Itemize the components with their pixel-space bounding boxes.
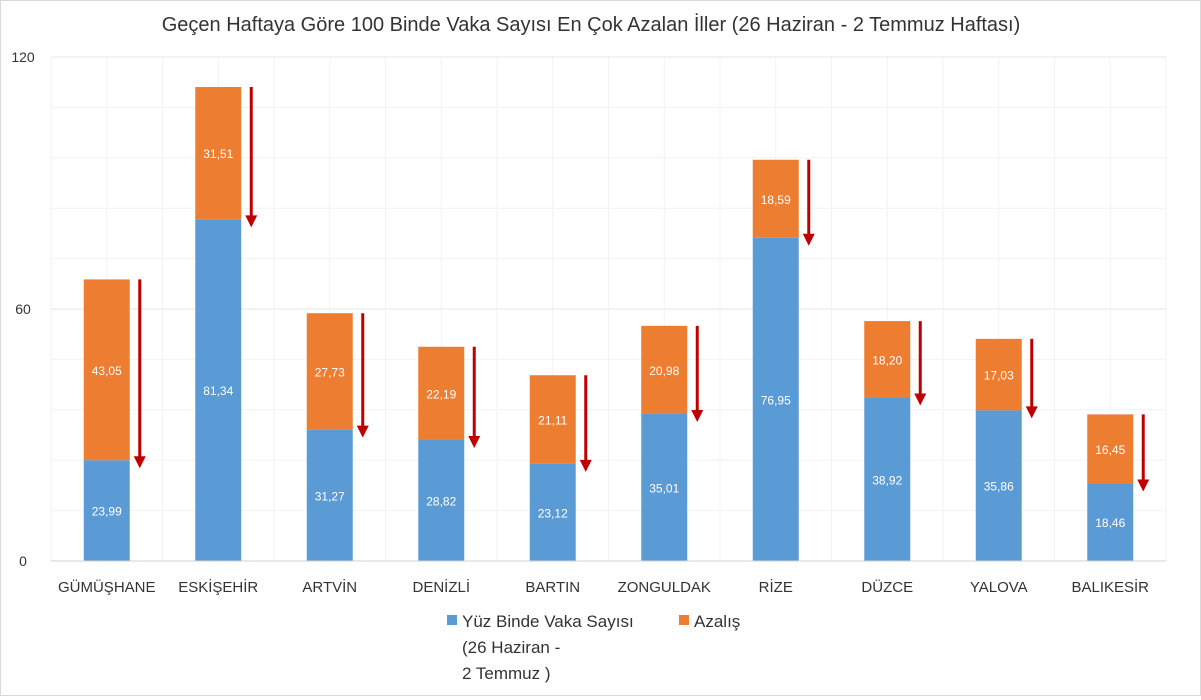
- data-label: 16,45: [1095, 443, 1125, 457]
- x-tick-label: RİZE: [759, 578, 793, 596]
- data-label: 76,95: [761, 393, 791, 407]
- bar-orange-8: [975, 338, 1022, 411]
- bar-orange-3: [418, 346, 465, 440]
- x-tick-label: DENİZLİ: [412, 578, 470, 596]
- decrease-arrow-head: [133, 456, 146, 469]
- bar-orange-9: [1087, 414, 1134, 484]
- decrease-arrow-head: [1025, 406, 1038, 419]
- data-label: 18,20: [872, 353, 902, 367]
- decrease-arrow-head: [802, 233, 815, 246]
- x-tick-label: ARTVİN: [302, 578, 357, 596]
- decrease-arrow-head: [356, 425, 369, 438]
- data-label: 23,12: [538, 506, 568, 520]
- bar-orange-2: [306, 313, 353, 430]
- decrease-arrow-head: [914, 393, 927, 406]
- bar-orange-4: [529, 375, 576, 464]
- bar-blue-6: [752, 237, 799, 561]
- data-label: 31,27: [315, 489, 345, 503]
- decrease-arrow-head: [468, 435, 481, 448]
- bar-blue-3: [418, 439, 465, 561]
- x-tick-label: BARTIN: [525, 579, 580, 596]
- bar-blue-1: [195, 219, 242, 561]
- data-label: 28,82: [426, 494, 456, 508]
- legend-swatch-blue: [447, 615, 457, 625]
- data-label: 35,01: [649, 481, 679, 495]
- data-label: 35,86: [984, 480, 1014, 494]
- data-label: 31,51: [203, 147, 233, 161]
- data-label: 17,03: [984, 369, 1014, 383]
- y-tick-label: 60: [15, 301, 31, 317]
- decrease-arrow-head: [691, 409, 704, 422]
- decrease-arrow-head: [245, 215, 258, 228]
- y-tick-label: 0: [19, 553, 27, 569]
- data-label: 23,99: [92, 505, 122, 519]
- data-label: 38,92: [872, 473, 902, 487]
- legend-label: 2 Temmuz ): [462, 664, 551, 683]
- x-tick-label: GÜMÜŞHANE: [58, 578, 156, 596]
- data-label: 81,34: [203, 384, 233, 398]
- bar-orange-6: [752, 159, 799, 238]
- x-tick-label: DÜZCE: [861, 578, 913, 596]
- data-label: 21,11: [538, 414, 567, 428]
- x-tick-label: YALOVA: [970, 579, 1028, 596]
- y-tick-label: 120: [11, 49, 35, 65]
- data-label: 22,19: [426, 387, 456, 401]
- data-label: 27,73: [315, 365, 345, 379]
- bar-orange-7: [864, 321, 911, 398]
- legend-label: Azalış: [694, 612, 740, 631]
- bar-blue-8: [975, 410, 1022, 561]
- bar-blue-7: [864, 397, 911, 561]
- bar-blue-4: [529, 463, 576, 561]
- x-tick-label: ESKİŞEHİR: [178, 578, 258, 596]
- data-label: 18,59: [761, 193, 791, 207]
- bar-orange-5: [641, 325, 688, 414]
- decrease-arrow-head: [1137, 479, 1150, 492]
- bar-blue-0: [83, 460, 130, 561]
- x-tick-label: ZONGULDAK: [618, 579, 711, 596]
- bar-blue-2: [306, 429, 353, 561]
- bar-blue-9: [1087, 483, 1134, 561]
- legend-label: (26 Haziran -: [462, 638, 560, 657]
- legend-label: Yüz Binde Vaka Sayısı: [462, 612, 634, 631]
- legend-swatch-orange: [679, 615, 689, 625]
- bar-blue-5: [641, 413, 688, 561]
- bar-orange-1: [195, 87, 242, 220]
- chart-title: Geçen Haftaya Göre 100 Binde Vaka Sayısı…: [162, 13, 1021, 36]
- x-tick-label: BALIKESİR: [1071, 578, 1149, 596]
- data-label: 18,46: [1095, 516, 1125, 530]
- bar-orange-0: [83, 279, 130, 461]
- decrease-arrow-head: [579, 459, 592, 472]
- data-label: 43,05: [92, 364, 122, 378]
- data-label: 20,98: [649, 364, 679, 378]
